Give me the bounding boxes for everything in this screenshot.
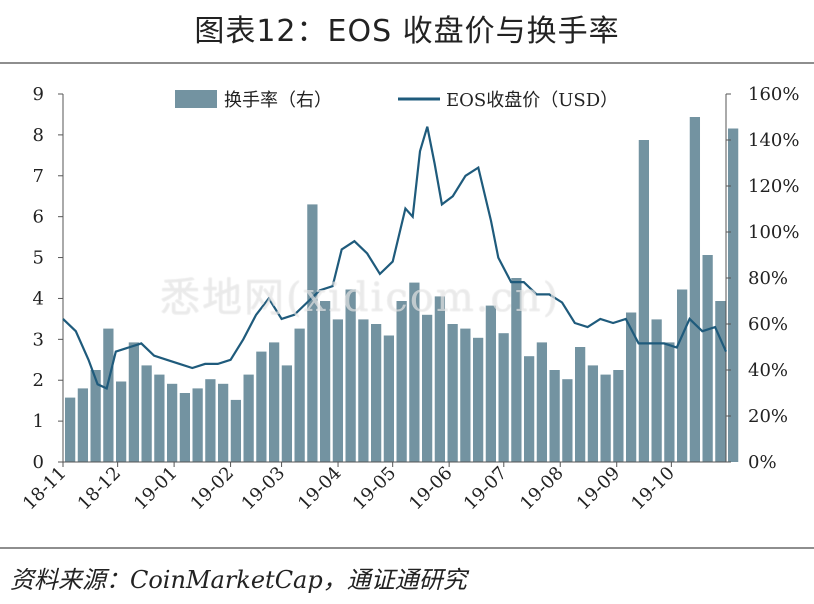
right-tick-label: 0% xyxy=(748,452,777,473)
legend: 换手率（右） EOS收盘价（USD） xyxy=(175,90,618,111)
turnover-bar xyxy=(383,335,395,462)
turnover-bar xyxy=(511,278,522,462)
right-tick-label: 100% xyxy=(748,222,799,243)
chart-area: 0 1 2 3 4 5 6 7 8 9 0% 20% 40% 60% 80% 100% 120% 140% 160%… xyxy=(19,84,800,514)
turnover-bar xyxy=(485,305,497,462)
left-tick-label: 3 xyxy=(33,329,44,350)
x-tick-label: 18-12 xyxy=(74,463,126,515)
turnover-bar xyxy=(587,365,599,462)
turnover-bar xyxy=(167,383,178,462)
turnover-bar xyxy=(728,128,739,462)
turnover-bar xyxy=(116,381,127,462)
left-tick-label: 1 xyxy=(33,411,44,432)
turnover-bar xyxy=(562,379,573,462)
turnover-bar xyxy=(715,301,726,462)
x-tick-label: 19-04 xyxy=(294,463,346,515)
left-tick-label: 0 xyxy=(33,452,44,473)
turnover-bar xyxy=(549,370,560,462)
turnover-bar xyxy=(447,324,458,462)
left-tick-label: 4 xyxy=(33,288,44,309)
x-tick-label: 19-05 xyxy=(349,463,401,515)
turnover-bar xyxy=(154,374,165,462)
legend-line-label: EOS收盘价（USD） xyxy=(446,90,618,111)
x-tick-label: 19-02 xyxy=(187,463,239,515)
turnover-bar xyxy=(677,289,688,462)
left-tick-label: 6 xyxy=(33,207,44,228)
left-tick-label: 5 xyxy=(33,248,44,269)
right-tick-label: 60% xyxy=(748,314,788,335)
turnover-bar xyxy=(371,324,382,462)
price-line xyxy=(62,126,728,390)
chart-title: 图表12：EOS 收盘价与换手率 xyxy=(194,14,620,49)
right-tick-label: 120% xyxy=(748,176,799,197)
turnover-bar xyxy=(460,328,471,462)
right-tick-label: 20% xyxy=(748,406,788,427)
turnover-bar xyxy=(243,374,254,462)
right-tick-label: 40% xyxy=(748,360,788,381)
turnover-bar xyxy=(702,255,713,462)
turnover-bar xyxy=(638,140,650,462)
turnover-bar xyxy=(689,117,701,462)
turnover-bar xyxy=(90,370,101,462)
right-tick-label: 160% xyxy=(748,84,799,105)
turnover-bar xyxy=(536,342,548,462)
turnover-bar xyxy=(141,365,152,462)
left-tick-label: 7 xyxy=(33,166,44,187)
right-tick-label: 80% xyxy=(748,268,788,289)
x-tick-label: 19-07 xyxy=(460,463,512,515)
left-tick-label: 8 xyxy=(33,125,44,146)
turnover-bar xyxy=(358,319,369,462)
turnover-bar xyxy=(77,388,89,462)
turnover-bar xyxy=(192,388,203,462)
source-note: 资料来源：CoinMarketCap，通证通研究 xyxy=(10,566,467,594)
turnover-bar xyxy=(128,342,140,462)
legend-bar-label: 换手率（右） xyxy=(224,90,332,111)
x-tick-labels: 18-11 18-12 19-01 19-02 19-03 19-04 19-05 19-06… xyxy=(19,462,679,514)
turnover-bar xyxy=(332,319,344,462)
axes: 0 1 2 3 4 5 6 7 8 9 0% 20% 40% 60% 80% 100% 120% 140% 160% xyxy=(33,84,800,473)
turnover-bar xyxy=(613,370,624,462)
x-tick-label: 19-03 xyxy=(238,463,290,515)
turnover-bar xyxy=(396,301,407,462)
turnover-bar xyxy=(498,333,509,462)
turnover-bar xyxy=(409,282,420,462)
turnover-bar xyxy=(600,374,611,462)
turnover-bar xyxy=(65,397,76,462)
turnover-bar xyxy=(205,379,216,462)
top-divider xyxy=(0,62,814,64)
turnover-bar xyxy=(345,289,356,462)
turnover-bar xyxy=(281,365,293,462)
turnover-bar xyxy=(294,328,305,462)
turnover-bar xyxy=(434,296,446,462)
turnover-bar xyxy=(320,301,331,462)
right-tick-label: 140% xyxy=(748,130,799,151)
turnover-bar xyxy=(218,383,229,462)
x-tick-label: 19-01 xyxy=(130,463,182,515)
turnover-bar xyxy=(524,356,535,462)
turnover-bar xyxy=(473,337,484,462)
x-tick-label: 19-06 xyxy=(405,463,457,515)
turnover-bar xyxy=(626,312,637,462)
turnover-bar xyxy=(179,393,191,462)
x-tick-label: 19-09 xyxy=(573,463,625,515)
turnover-bar xyxy=(664,342,675,462)
watermark: 悉地网(xidicom.cn) xyxy=(160,275,561,321)
turnover-bar xyxy=(256,351,267,462)
bottom-divider xyxy=(0,547,814,549)
turnover-bar xyxy=(230,399,242,462)
turnover-bar xyxy=(103,328,114,462)
turnover-bar xyxy=(269,342,280,462)
x-tick-label: 19-10 xyxy=(627,463,679,515)
turnover-bar xyxy=(651,319,662,462)
turnover-bars xyxy=(65,117,739,462)
legend-bar-swatch xyxy=(175,90,217,108)
turnover-bar xyxy=(575,347,586,462)
turnover-bar xyxy=(307,204,318,462)
x-tick-label: 18-11 xyxy=(19,463,71,515)
turnover-bar xyxy=(422,314,433,462)
x-tick-label: 19-08 xyxy=(516,463,568,515)
left-tick-label: 2 xyxy=(33,370,44,391)
left-tick-label: 9 xyxy=(33,84,44,105)
